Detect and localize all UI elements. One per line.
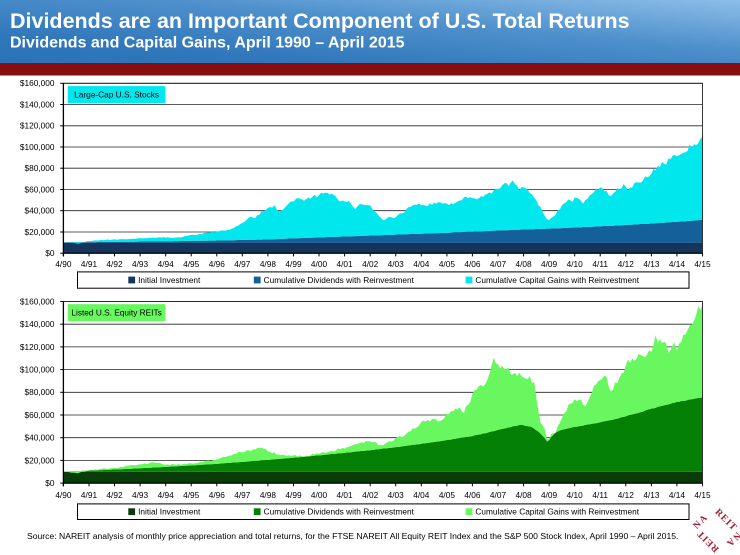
svg-text:4/98: 4/98: [260, 259, 277, 269]
svg-text:$140,000: $140,000: [20, 319, 55, 329]
svg-text:4/04: 4/04: [413, 490, 430, 500]
svg-text:4/96: 4/96: [209, 490, 226, 500]
svg-text:4/90: 4/90: [55, 490, 72, 500]
svg-text:4/05: 4/05: [439, 259, 456, 269]
svg-text:Initial Investment: Initial Investment: [138, 275, 201, 285]
svg-text:4/92: 4/92: [106, 259, 123, 269]
svg-text:Dividends and Capital Gains, A: Dividends and Capital Gains, April 1990 …: [10, 35, 405, 52]
svg-text:$120,000: $120,000: [20, 342, 55, 352]
svg-text:4/93: 4/93: [132, 490, 149, 500]
svg-text:Cumulative Dividends with Rein: Cumulative Dividends with Reinvestment: [264, 507, 415, 517]
svg-text:4/00: 4/00: [311, 259, 328, 269]
svg-text:4/06: 4/06: [464, 259, 481, 269]
svg-text:4/03: 4/03: [388, 259, 405, 269]
svg-text:Source: NAREIT analysis of mon: Source: NAREIT analysis of monthly price…: [27, 531, 678, 541]
svg-text:$40,000: $40,000: [25, 206, 55, 216]
svg-text:$140,000: $140,000: [20, 99, 55, 109]
svg-text:Listed U.S. Equity REITs: Listed U.S. Equity REITs: [71, 308, 161, 318]
svg-text:4/01: 4/01: [337, 259, 354, 269]
svg-text:REIT: REIT: [712, 507, 739, 534]
svg-text:4/96: 4/96: [209, 259, 226, 269]
svg-text:$120,000: $120,000: [20, 121, 55, 131]
svg-text:4/02: 4/02: [362, 490, 379, 500]
svg-text:$60,000: $60,000: [25, 410, 55, 420]
svg-text:4/03: 4/03: [388, 490, 405, 500]
svg-text:4/95: 4/95: [183, 490, 200, 500]
svg-text:Initial Investment: Initial Investment: [138, 507, 201, 517]
svg-text:4/98: 4/98: [260, 490, 277, 500]
svg-text:4/94: 4/94: [158, 259, 175, 269]
svg-text:4/99: 4/99: [285, 259, 302, 269]
svg-text:4/04: 4/04: [413, 259, 430, 269]
svg-text:$20,000: $20,000: [25, 455, 55, 465]
svg-text:4/13: 4/13: [643, 490, 660, 500]
svg-text:4/92: 4/92: [106, 490, 123, 500]
svg-text:4/05: 4/05: [439, 490, 456, 500]
svg-text:4/06: 4/06: [464, 490, 481, 500]
svg-text:$60,000: $60,000: [25, 184, 55, 194]
svg-text:4/91: 4/91: [81, 259, 98, 269]
svg-text:Dividends are an Important Com: Dividends are an Important Component of …: [10, 9, 630, 33]
svg-text:4/13: 4/13: [643, 259, 660, 269]
svg-text:4/07: 4/07: [490, 259, 507, 269]
svg-text:4/12: 4/12: [618, 259, 635, 269]
svg-text:4/97: 4/97: [234, 259, 251, 269]
svg-text:$0: $0: [45, 248, 55, 258]
svg-text:4/11: 4/11: [592, 490, 608, 500]
svg-text:4/15: 4/15: [694, 490, 711, 500]
svg-text:4/08: 4/08: [516, 490, 533, 500]
svg-text:4/09: 4/09: [541, 259, 558, 269]
svg-text:4/91: 4/91: [81, 490, 98, 500]
svg-text:4/11: 4/11: [592, 259, 608, 269]
svg-text:4/07: 4/07: [490, 490, 507, 500]
svg-text:4/14: 4/14: [669, 259, 686, 269]
svg-text:Cumulative Capital Gains with: Cumulative Capital Gains with Reinvestme…: [475, 507, 639, 517]
svg-text:Cumulative Dividends with Rein: Cumulative Dividends with Reinvestment: [264, 275, 415, 285]
svg-text:4/15: 4/15: [694, 259, 711, 269]
svg-text:Large-Cap U.S. Stocks: Large-Cap U.S. Stocks: [74, 90, 159, 100]
svg-text:4/99: 4/99: [285, 490, 302, 500]
svg-text:$160,000: $160,000: [20, 296, 55, 306]
svg-text:4/10: 4/10: [567, 490, 584, 500]
svg-text:$80,000: $80,000: [25, 163, 55, 173]
svg-text:Cumulative Capital Gains with: Cumulative Capital Gains with Reinvestme…: [475, 275, 639, 285]
svg-text:4/00: 4/00: [311, 490, 328, 500]
svg-text:$80,000: $80,000: [25, 387, 55, 397]
svg-text:4/94: 4/94: [158, 490, 175, 500]
svg-text:4/93: 4/93: [132, 259, 149, 269]
svg-text:4/12: 4/12: [618, 490, 635, 500]
svg-text:4/14: 4/14: [669, 490, 686, 500]
svg-text:4/08: 4/08: [516, 259, 533, 269]
svg-text:4/90: 4/90: [55, 259, 72, 269]
svg-text:4/97: 4/97: [234, 490, 251, 500]
svg-text:4/95: 4/95: [183, 259, 200, 269]
svg-text:$100,000: $100,000: [20, 142, 55, 152]
svg-text:$160,000: $160,000: [20, 78, 55, 88]
svg-text:$40,000: $40,000: [25, 433, 55, 443]
svg-text:$0: $0: [45, 478, 55, 488]
svg-text:$100,000: $100,000: [20, 365, 55, 375]
svg-text:NA: NA: [691, 512, 711, 532]
svg-text:4/01: 4/01: [337, 490, 354, 500]
svg-text:4/09: 4/09: [541, 490, 558, 500]
svg-text:$20,000: $20,000: [25, 227, 55, 237]
svg-text:4/02: 4/02: [362, 259, 379, 269]
svg-text:4/10: 4/10: [567, 259, 584, 269]
